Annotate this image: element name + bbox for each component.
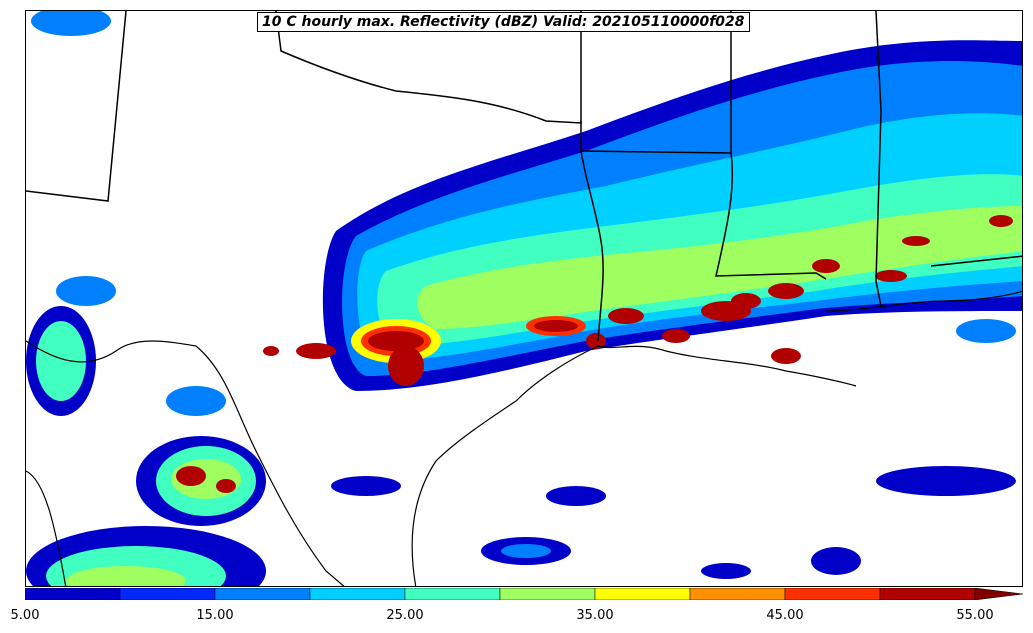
state-boundary xyxy=(930,255,1022,267)
colorbar-segment xyxy=(119,588,216,600)
colorbar-segment xyxy=(689,588,786,600)
western-echoes xyxy=(26,11,266,586)
map-title: 10 C hourly max. Reflectivity (dBZ) Vali… xyxy=(257,12,750,32)
colorbar-tick-label: 5.00 xyxy=(10,608,40,623)
colorbar-segment xyxy=(879,588,976,600)
map-canvas xyxy=(26,11,1022,586)
colorbar-tick-label: 45.00 xyxy=(766,608,804,623)
colorbar-segment xyxy=(404,588,501,600)
state-boundary xyxy=(26,11,127,202)
colorbar-tick-label: 35.00 xyxy=(576,608,614,623)
offshore-echoes xyxy=(331,319,1016,579)
state-boundary xyxy=(580,150,604,342)
country-border xyxy=(26,340,345,586)
state-boundary xyxy=(275,11,582,124)
colorbar xyxy=(25,588,1024,600)
colorbar-extend-arrow xyxy=(974,588,1024,600)
country-border xyxy=(26,470,67,586)
state-boundary xyxy=(715,152,827,280)
coastline xyxy=(825,290,1022,312)
coastline xyxy=(411,345,599,586)
state-boundary xyxy=(580,11,732,154)
colorbar-segment xyxy=(214,588,311,600)
convective-cells xyxy=(263,215,1013,386)
echo-stratiform-lime xyxy=(417,206,1022,329)
colorbar-segment xyxy=(25,588,121,600)
map-boundaries xyxy=(26,11,1022,586)
colorbar-tick-label: 25.00 xyxy=(386,608,424,623)
coastline xyxy=(597,345,857,387)
colorbar-segment xyxy=(499,588,596,600)
colorbar-segment xyxy=(784,588,881,600)
state-boundary xyxy=(875,11,882,307)
colorbar-tick-label: 15.00 xyxy=(196,608,234,623)
colorbar-tick-label: 55.00 xyxy=(956,608,994,623)
colorbar-segment xyxy=(309,588,406,600)
reflectivity-map xyxy=(25,10,1023,587)
colorbar-segment xyxy=(594,588,691,600)
reflectivity-field xyxy=(26,11,1022,586)
